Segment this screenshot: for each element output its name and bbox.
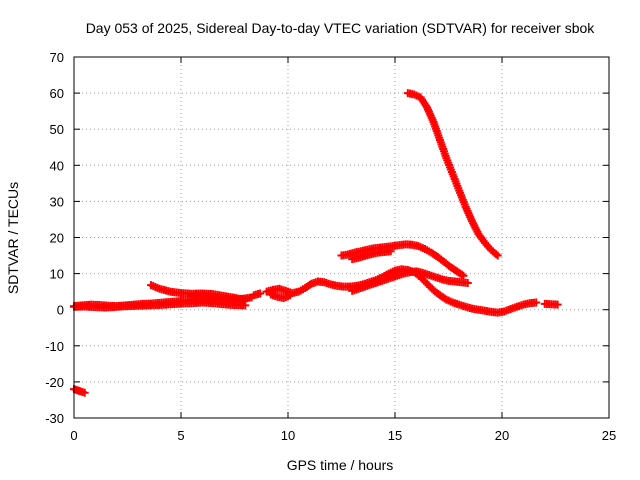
y-tick-label: 50 — [50, 122, 64, 137]
x-tick-label: 5 — [177, 428, 184, 443]
x-tick-label: 15 — [388, 428, 402, 443]
y-tick-label: 30 — [50, 194, 64, 209]
series-arc-m — [540, 299, 562, 309]
x-tick-label: 10 — [281, 428, 295, 443]
x-tick-labels: 0 5 10 15 20 25 — [70, 428, 616, 443]
series-arc-f — [249, 289, 265, 300]
y-tick-label: 0 — [57, 303, 64, 318]
y-tick-label: 10 — [50, 267, 64, 282]
data-point — [457, 270, 466, 279]
y-axis-label: SDTVAR / TECUs — [5, 182, 21, 294]
y-tick-label: 40 — [50, 158, 64, 173]
data-point — [492, 250, 501, 259]
data-point — [386, 247, 395, 256]
series-arc-i — [348, 267, 472, 295]
data-point — [241, 294, 250, 303]
data-point — [493, 251, 502, 260]
data-point — [256, 289, 265, 298]
data-point — [286, 291, 295, 300]
series-arc-e — [187, 291, 250, 306]
x-axis-label: GPS time / hours — [287, 457, 394, 473]
y-tick-label: -30 — [45, 411, 64, 426]
y-tick-label: 20 — [50, 231, 64, 246]
x-tick-label: 20 — [495, 428, 509, 443]
y-tick-label: -10 — [45, 339, 64, 354]
data-point — [532, 298, 541, 307]
y-tick-label: -20 — [45, 375, 64, 390]
x-tick-label: 0 — [70, 428, 77, 443]
y-tick-labels: -30 -20 -10 0 10 20 30 40 50 60 70 — [45, 50, 64, 426]
data-point — [80, 388, 89, 397]
series-arc-l — [403, 89, 502, 260]
data-point — [463, 278, 472, 287]
plot-frame — [73, 56, 610, 419]
y-tick-label: 70 — [50, 50, 64, 65]
series-arc-a — [70, 385, 89, 397]
y-tick-label: 60 — [50, 86, 64, 101]
data-points — [70, 89, 562, 397]
series-arc-h — [266, 290, 295, 303]
chart-title: Day 053 of 2025, Sidereal Day-to-day VTE… — [86, 20, 596, 36]
series-arc-k — [348, 247, 395, 264]
series-arc-j — [337, 240, 468, 280]
grid — [74, 57, 609, 418]
data-point — [459, 271, 468, 280]
x-tick-label: 25 — [602, 428, 616, 443]
data-point — [553, 300, 562, 309]
